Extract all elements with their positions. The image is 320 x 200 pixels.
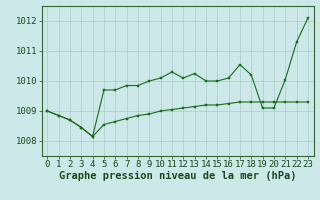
X-axis label: Graphe pression niveau de la mer (hPa): Graphe pression niveau de la mer (hPa) [59, 171, 296, 181]
